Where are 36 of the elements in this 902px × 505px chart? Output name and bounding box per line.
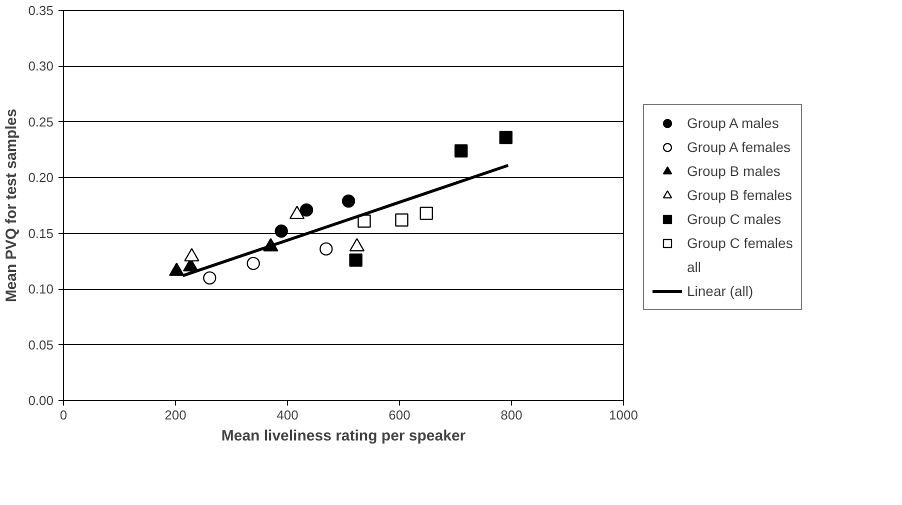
point [395,213,408,227]
point [274,224,288,238]
legend-label: Linear (all) [687,282,754,298]
x-tick-label: 1000 [609,408,638,422]
legend-label: Group B females [687,186,792,202]
point [454,144,468,158]
y-tick-label: 0.20 [28,170,54,186]
legend-label: Group A males [687,114,779,130]
legend-label: Group A females [687,138,791,154]
point [420,206,433,220]
point [300,203,314,217]
point [203,271,216,285]
x-tick-label: 400 [276,408,298,422]
y-tick-label: 0.30 [28,58,54,74]
point [320,242,333,256]
x-tick-label: 600 [388,408,410,422]
text: all [687,258,702,274]
point [358,214,371,228]
point [342,194,356,208]
x-tick-label: 800 [500,408,522,422]
y-tick-label: 0.35 [28,3,54,18]
y-tick-label: 0.05 [28,337,54,352]
y-tick-label: 0.10 [28,282,54,297]
legend-label: Group C males [687,210,782,226]
legend-label: Group B males [687,162,780,178]
x-axis-title: Mean liveliness rating per speaker [221,428,466,444]
x-tick-label: 0 [60,408,68,422]
y-tick-label: 0.15 [28,226,54,241]
legend-label: Group C females [687,234,793,250]
point [349,254,362,267]
point [499,130,512,144]
x-tick-label: 200 [164,408,186,422]
y-axis-title: Mean PVQ for test samples [3,108,20,302]
point [246,256,260,270]
y-tick-label: 0.00 [28,393,54,408]
y-tick-label: 0.25 [28,114,54,130]
